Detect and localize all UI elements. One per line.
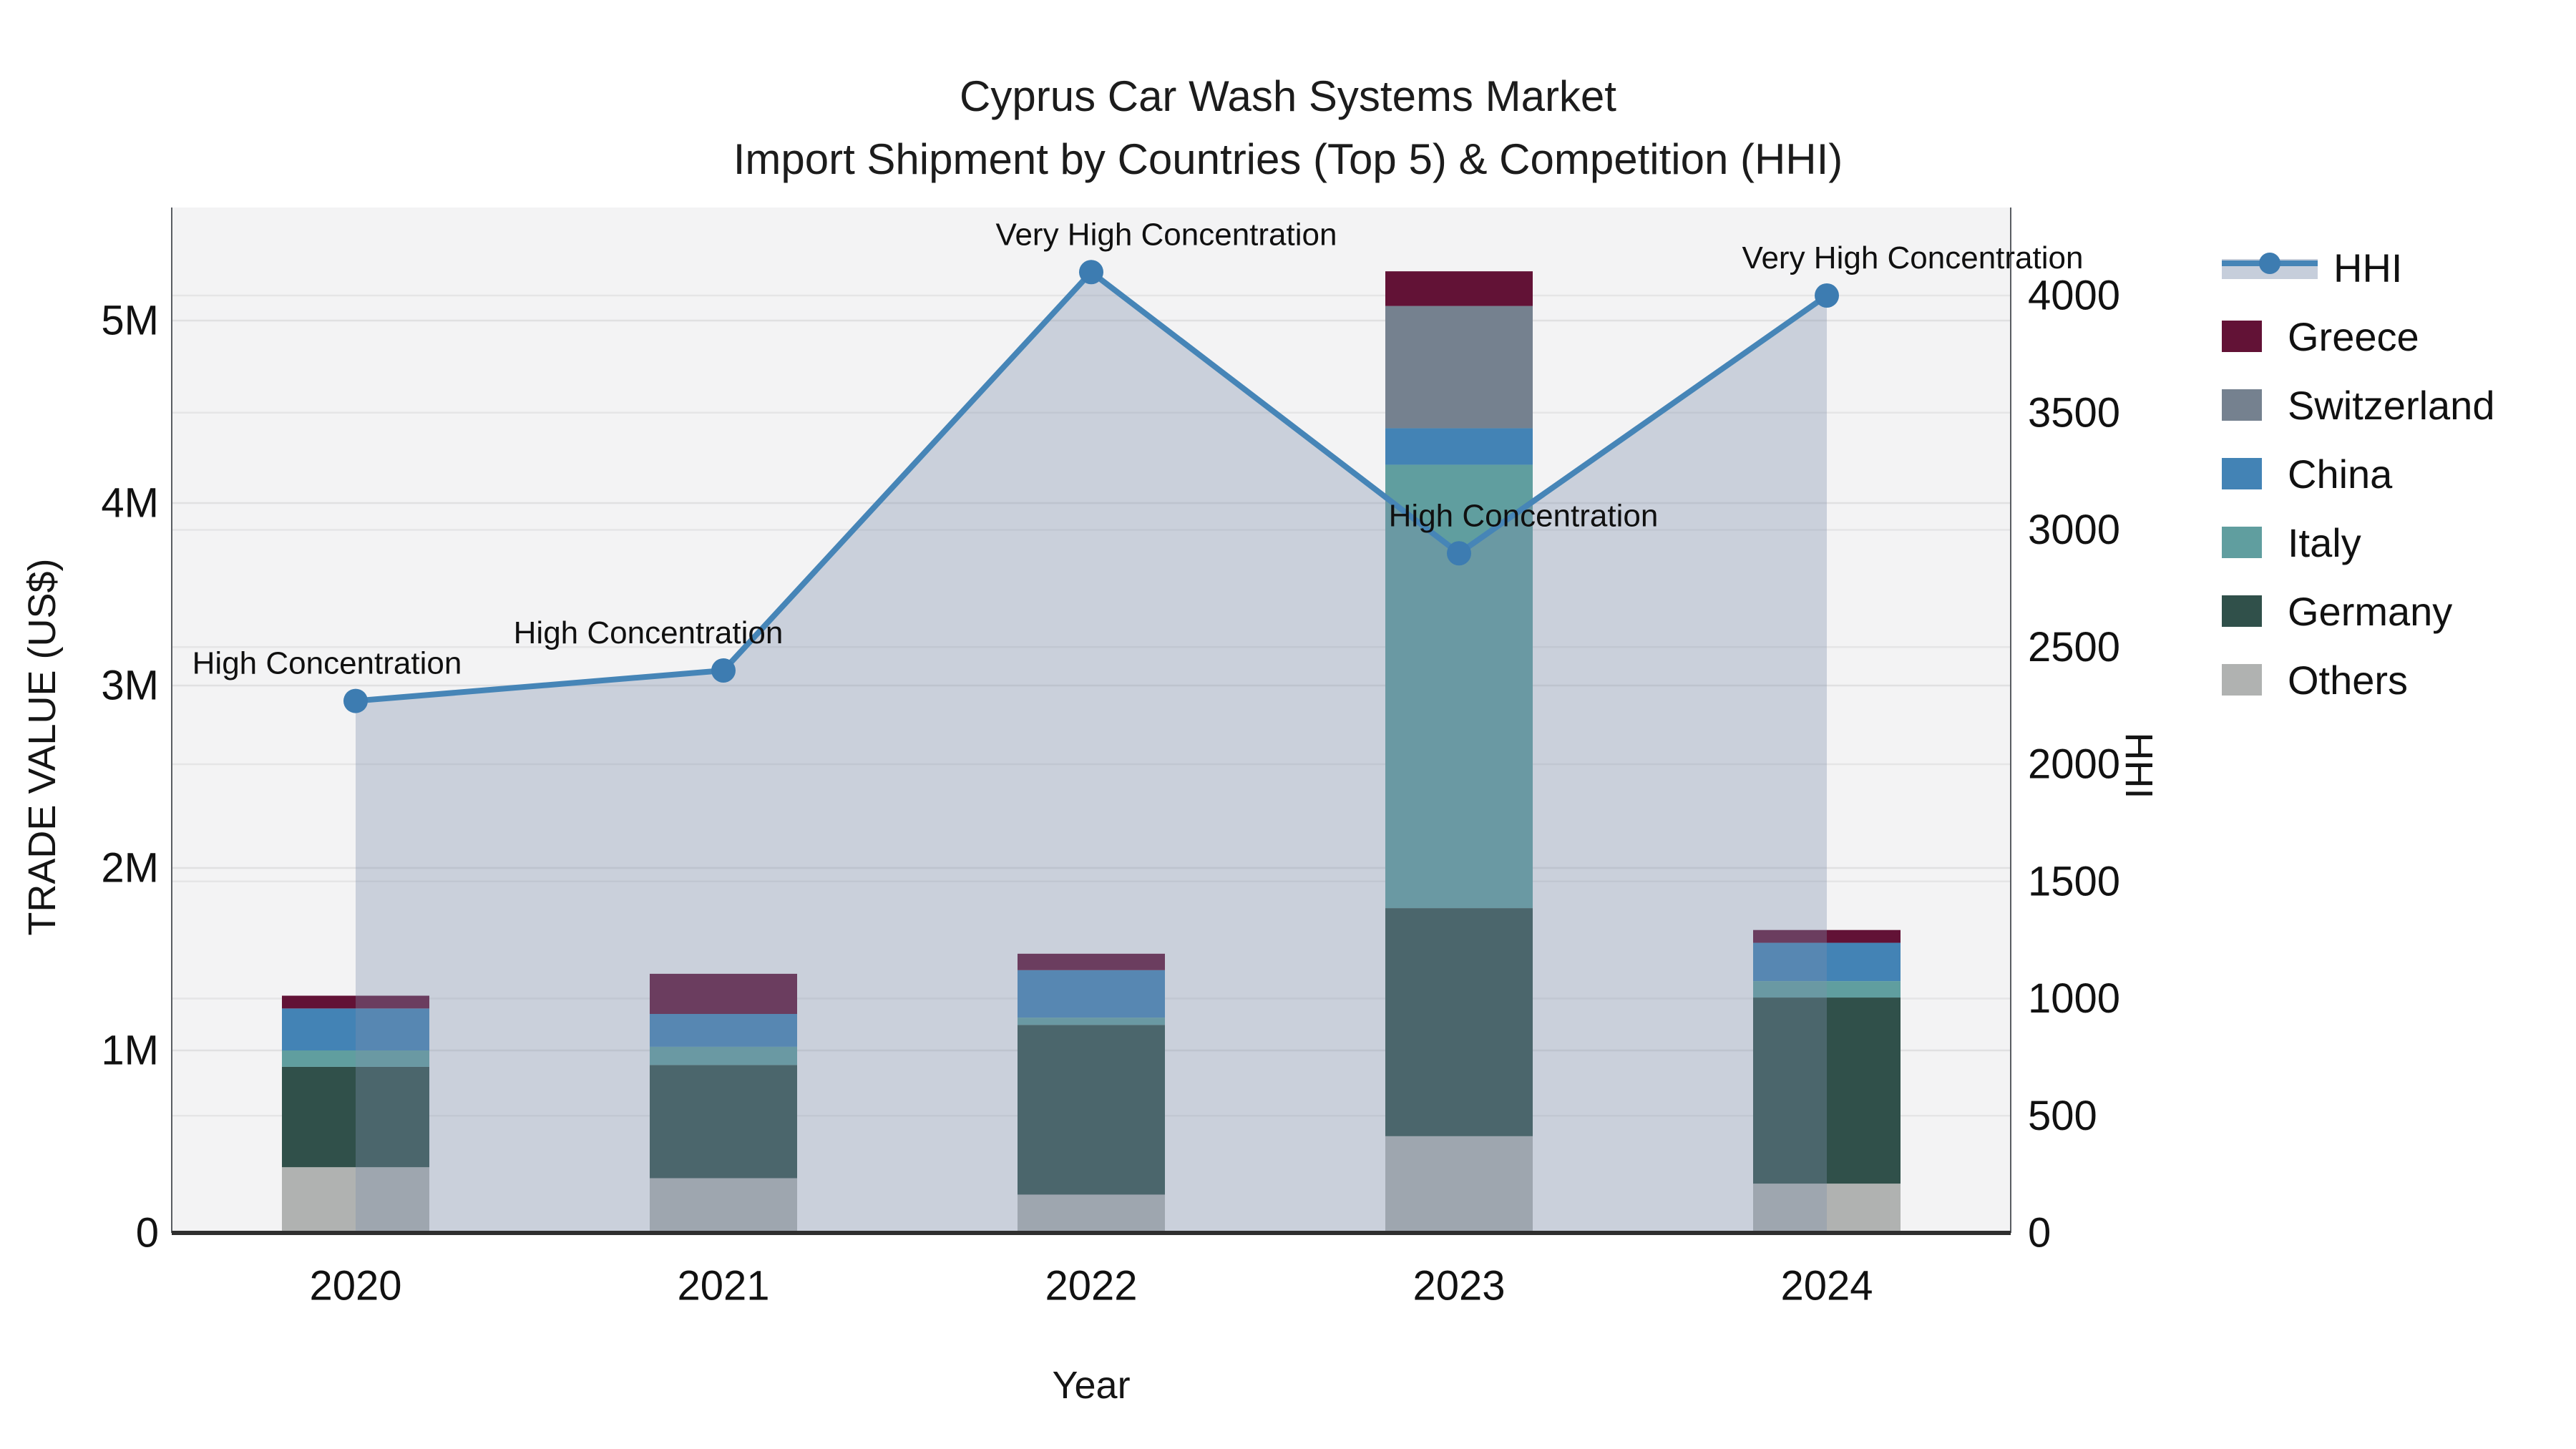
x-axis-title: Year xyxy=(1052,1364,1131,1407)
bar-segment-greece-2024 xyxy=(1753,930,1901,943)
hhi-point-2023 xyxy=(1447,541,1471,566)
bar-segment-italy-2021 xyxy=(650,1046,797,1065)
annotation-2021: High Concentration xyxy=(514,615,784,650)
bar-segment-germany-2022 xyxy=(1018,1025,1165,1195)
hhi-point-2024 xyxy=(1815,283,1839,308)
bar-segment-germany-2021 xyxy=(650,1065,797,1179)
bar-segment-china-2021 xyxy=(650,1014,797,1047)
bar-segment-others-2023 xyxy=(1385,1136,1533,1233)
bar-segment-italy-2020 xyxy=(282,1050,429,1067)
legend-item-china: China xyxy=(2222,439,2572,508)
hhi-point-2022 xyxy=(1079,260,1103,285)
greece-color-swatch-icon xyxy=(2222,321,2262,352)
hhi-area-fill xyxy=(356,272,1827,1233)
y-right-tick-1000: 1000 xyxy=(2028,975,2120,1022)
bar-segment-greece-2022 xyxy=(1018,953,1165,970)
hhi-point-2020 xyxy=(343,688,368,713)
bar-segment-germany-2024 xyxy=(1753,997,1901,1184)
annotation-2023: High Concentration xyxy=(1389,498,1659,533)
y-right-tick-4000: 4000 xyxy=(2028,273,2120,319)
y-left-tick-1M: 1M xyxy=(101,1028,159,1074)
y-right-tick-1500: 1500 xyxy=(2028,858,2120,904)
switzerland-color-swatch-icon xyxy=(2222,389,2262,421)
hhi-point-2021 xyxy=(711,658,736,683)
bar-segment-greece-2020 xyxy=(282,995,429,1009)
bar-segment-china-2023 xyxy=(1385,428,1533,465)
y-left-tick-0: 0 xyxy=(136,1210,159,1257)
bar-segment-china-2022 xyxy=(1018,970,1165,1018)
bar-segment-china-2020 xyxy=(282,1008,429,1050)
bar-segment-switzerland-2023 xyxy=(1385,306,1533,429)
chart-subtitle: Import Shipment by Countries (Top 5) & C… xyxy=(733,135,1843,183)
legend-label-hhi: HHI xyxy=(2333,245,2403,291)
y-right-tick-2000: 2000 xyxy=(2028,741,2120,788)
bar-segment-greece-2023 xyxy=(1385,271,1533,306)
x-tick-2024: 2024 xyxy=(1780,1263,1873,1309)
others-color-swatch-icon xyxy=(2222,664,2262,696)
y-right-tick-0: 0 xyxy=(2028,1210,2051,1257)
bar-segment-italy-2024 xyxy=(1753,981,1901,998)
right-axis-title: HHI xyxy=(2117,732,2160,799)
bar-segment-others-2021 xyxy=(650,1178,797,1233)
legend-label-greece: Greece xyxy=(2288,313,2419,359)
x-tick-2023: 2023 xyxy=(1413,1263,1505,1309)
x-tick-2020: 2020 xyxy=(309,1263,401,1309)
bar-segment-others-2020 xyxy=(282,1167,429,1233)
y-left-tick-3M: 3M xyxy=(101,663,159,709)
annotation-2022: Very High Concentration xyxy=(996,217,1337,252)
legend-item-others: Others xyxy=(2222,645,2572,714)
y-right-tick-3000: 3000 xyxy=(2028,507,2120,553)
legend-label-switzerland: Switzerland xyxy=(2288,382,2495,428)
bar-segment-italy-2022 xyxy=(1018,1018,1165,1025)
legend: HHI Greece Switzerland China Italy Germany Oth… xyxy=(2222,233,2572,714)
annotation-2020: High Concentration xyxy=(192,646,462,681)
left-axis-title: TRADE VALUE (US$) xyxy=(21,558,64,936)
legend-label-others: Others xyxy=(2288,657,2409,703)
bar-segment-germany-2023 xyxy=(1385,908,1533,1136)
x-tick-2022: 2022 xyxy=(1045,1263,1137,1309)
y-right-tick-500: 500 xyxy=(2028,1093,2097,1139)
legend-item-italy: Italy xyxy=(2222,508,2572,577)
y-right-tick-3500: 3500 xyxy=(2028,389,2120,436)
legend-item-switzerland: Switzerland xyxy=(2222,371,2572,439)
germany-color-swatch-icon xyxy=(2222,595,2262,627)
legend-label-italy: Italy xyxy=(2288,519,2361,565)
y-left-tick-2M: 2M xyxy=(101,845,159,892)
legend-item-germany: Germany xyxy=(2222,577,2572,645)
bar-segment-others-2024 xyxy=(1753,1184,1901,1233)
y-left-tick-5M: 5M xyxy=(101,298,159,344)
chart-title: Cyprus Car Wash Systems Market xyxy=(960,72,1616,120)
hhi-line-swatch-icon xyxy=(2222,253,2318,279)
annotation-2024: Very High Concentration xyxy=(1742,240,2084,275)
china-color-swatch-icon xyxy=(2222,458,2262,489)
legend-label-germany: Germany xyxy=(2288,588,2453,634)
y-right-tick-2500: 2500 xyxy=(2028,624,2120,670)
bar-segment-greece-2021 xyxy=(650,973,797,1014)
legend-item-greece: Greece xyxy=(2222,302,2572,371)
legend-item-hhi: HHI xyxy=(2222,233,2572,302)
bar-segment-italy-2023 xyxy=(1385,464,1533,909)
legend-label-china: China xyxy=(2288,451,2393,497)
bar-segment-china-2024 xyxy=(1753,942,1901,982)
italy-color-swatch-icon xyxy=(2222,527,2262,558)
bar-segment-others-2022 xyxy=(1018,1194,1165,1233)
bar-segment-germany-2020 xyxy=(282,1066,429,1168)
y-left-tick-4M: 4M xyxy=(101,480,159,527)
x-tick-2021: 2021 xyxy=(677,1263,769,1309)
